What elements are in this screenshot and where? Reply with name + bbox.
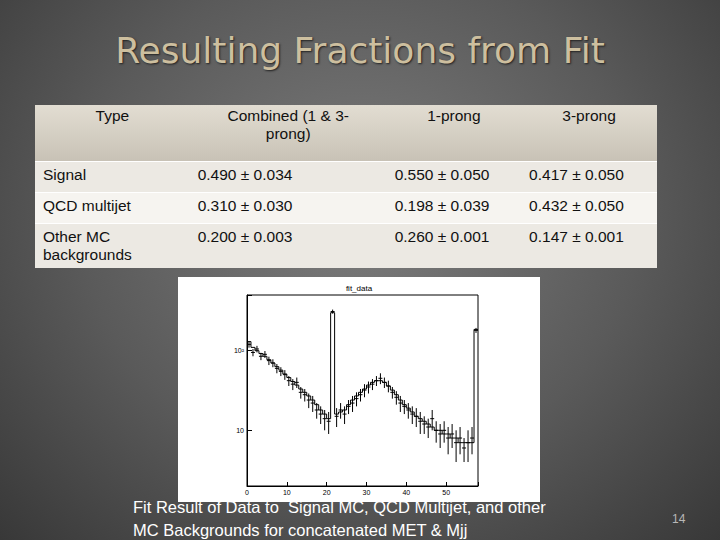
- svg-text:20: 20: [323, 489, 331, 496]
- svg-text:40: 40: [402, 489, 410, 496]
- svg-text:10²: 10²: [234, 347, 245, 354]
- html-text:0.432 ± 0.050: 0.432 ± 0.050: [529, 197, 624, 214]
- html-text:0.417 ± 0.050: 0.417 ± 0.050: [529, 166, 624, 183]
- svg-text:30: 30: [363, 489, 371, 496]
- html-text:Fit Result of Data to Signal M: Fit Result of Data to Signal MC, QCD Mul…: [133, 498, 546, 539]
- html-text:QCD multijet: QCD multijet: [43, 197, 131, 214]
- html-text:1-prong: 1-prong: [427, 107, 481, 124]
- svg-text:10: 10: [236, 427, 244, 434]
- svg-text:50: 50: [442, 489, 450, 496]
- svg-text:fit_data: fit_data: [346, 284, 373, 293]
- html-text:Type: Type: [95, 107, 130, 124]
- html-text:14: 14: [672, 512, 686, 526]
- svg-text:10: 10: [283, 489, 291, 496]
- html-text:0.147 ± 0.001: 0.147 ± 0.001: [529, 228, 624, 245]
- html-text:0.490 ± 0.034: 0.490 ± 0.034: [197, 166, 293, 183]
- html-text:Combined (1 & 3-prong): Combined (1 & 3-prong): [227, 107, 349, 142]
- html-text:0.260 ± 0.001: 0.260 ± 0.001: [394, 228, 490, 245]
- html-text:0.200 ± 0.003: 0.200 ± 0.003: [197, 228, 293, 245]
- html-text:0.550 ± 0.050: 0.550 ± 0.050: [394, 166, 490, 183]
- svg-text:0: 0: [245, 489, 249, 496]
- html-text:Signal: Signal: [43, 166, 87, 183]
- html-text:Other MC backgrounds: Other MC backgrounds: [43, 228, 132, 263]
- html-text:Resulting Fractions from Fit: Resulting Fractions from Fit: [115, 30, 605, 71]
- html-text:0.198 ± 0.039: 0.198 ± 0.039: [394, 197, 490, 214]
- html-text:3-prong: 3-prong: [562, 107, 616, 124]
- html-text:0.310 ± 0.030: 0.310 ± 0.030: [197, 197, 293, 214]
